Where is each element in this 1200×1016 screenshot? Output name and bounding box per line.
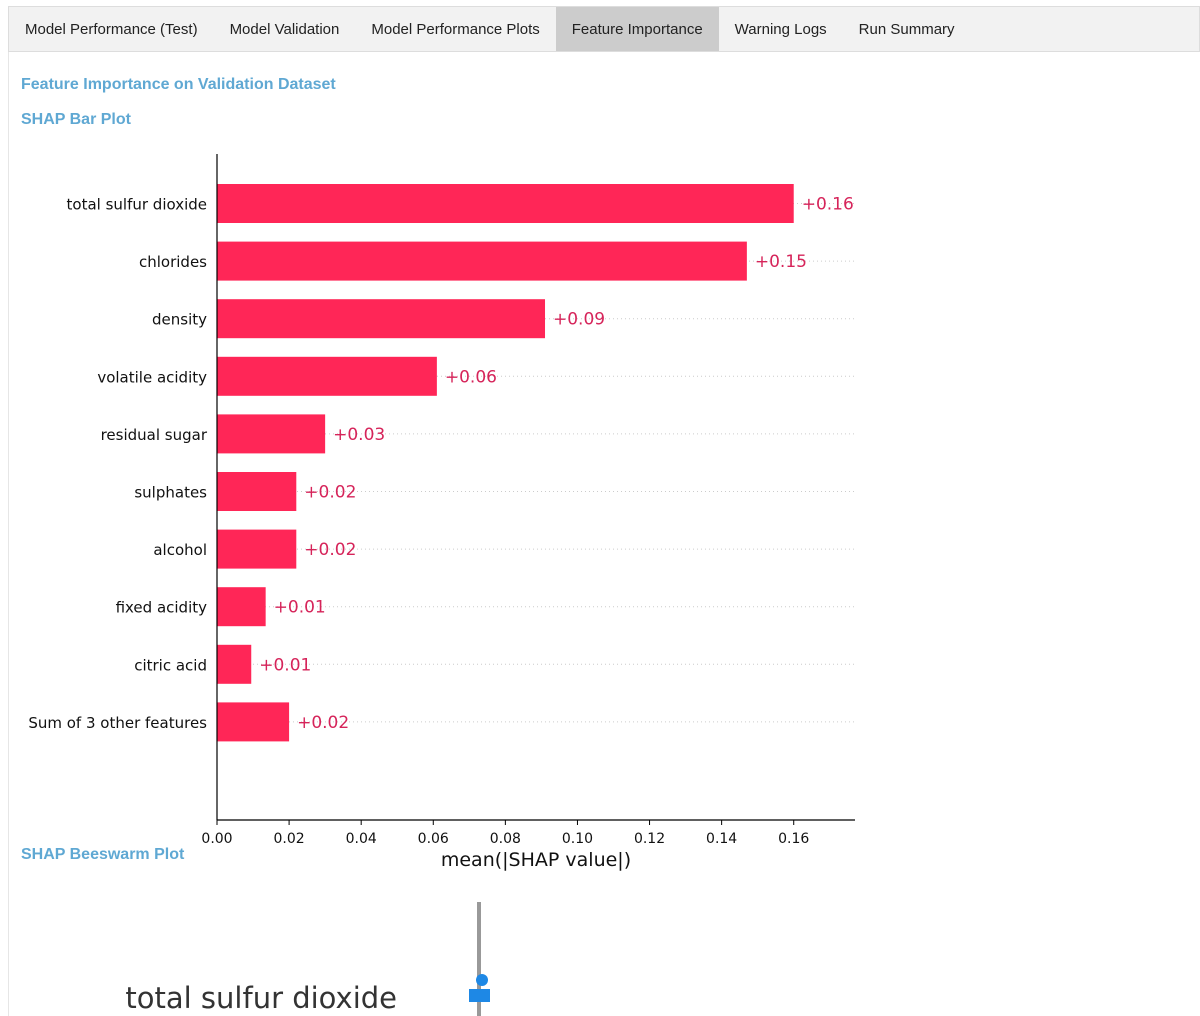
x-tick-label: 0.12: [634, 831, 665, 847]
category-label: sulphates: [134, 484, 207, 502]
tab-feature-importance[interactable]: Feature Importance: [555, 7, 719, 51]
bar-value-label: +0.01: [274, 598, 326, 618]
bar: [217, 472, 297, 511]
category-label: citric acid: [134, 656, 207, 674]
x-tick-label: 0.14: [706, 831, 737, 847]
bar: [217, 644, 252, 684]
tab-model-performance-plots[interactable]: Model Performance Plots: [371, 20, 540, 38]
category-label: fixed acidity: [116, 599, 208, 617]
bar-value-label: +0.03: [333, 425, 385, 445]
category-label: chlorides: [139, 253, 207, 271]
beeswarm-point: [476, 974, 488, 986]
bar-value-label: +0.01: [259, 655, 311, 675]
tab-model-validation[interactable]: Model Validation: [229, 20, 340, 38]
category-label: total sulfur dioxide: [67, 196, 207, 214]
tab-content: Feature Importance on Validation Dataset…: [8, 52, 1200, 1016]
x-tick-label: 0.08: [490, 831, 521, 847]
bar: [217, 414, 326, 454]
x-tick-label: 0.04: [346, 831, 377, 847]
section-title: Feature Importance on Validation Dataset: [21, 76, 336, 93]
category-label: density: [152, 311, 207, 329]
shap-bar-chart: +0.16 total sulfur dioxide +0.15 chlorides +…: [28, 154, 855, 871]
x-tick-label: 0.16: [778, 831, 809, 847]
bar-value-label: +0.09: [553, 310, 605, 330]
bar: [217, 529, 297, 569]
x-tick-label: 0.02: [274, 831, 305, 847]
bar-plot-title: SHAP Bar Plot: [21, 111, 131, 128]
bar: [217, 702, 290, 742]
bar: [217, 184, 794, 223]
beeswarm-point-cluster: [469, 989, 490, 1002]
x-tick-label: 0.00: [201, 831, 232, 847]
category-label: alcohol: [153, 541, 207, 559]
x-axis-label: mean(|SHAP value|): [441, 849, 631, 871]
tab-run-summary[interactable]: Run Summary: [858, 20, 955, 38]
bar: [217, 587, 266, 627]
bar-value-label: +0.15: [755, 252, 807, 272]
bar-value-label: +0.16: [802, 195, 854, 215]
bar: [217, 299, 546, 339]
category-label: volatile acidity: [97, 368, 207, 386]
bar: [217, 241, 747, 281]
x-tick-label: 0.06: [418, 831, 449, 847]
category-label: residual sugar: [101, 426, 208, 444]
beeswarm-feature-label: total sulfur dioxide: [125, 981, 397, 1015]
bar-value-label: +0.06: [445, 367, 497, 387]
bar-value-label: +0.02: [304, 540, 356, 560]
tab-model-performance-test[interactable]: Model Performance (Test): [25, 20, 198, 38]
bar-value-label: +0.02: [304, 483, 356, 503]
tab-bar: Model Performance (Test) Model Validatio…: [8, 6, 1200, 52]
bar-value-label: +0.02: [297, 713, 349, 733]
x-tick-label: 0.10: [562, 831, 593, 847]
bar: [217, 356, 437, 396]
category-label: Sum of 3 other features: [28, 714, 207, 732]
shap-beeswarm-chart: total sulfur dioxide: [125, 902, 490, 1016]
beeswarm-plot-title: SHAP Beeswarm Plot: [21, 846, 185, 863]
tab-warning-logs[interactable]: Warning Logs: [734, 20, 827, 38]
